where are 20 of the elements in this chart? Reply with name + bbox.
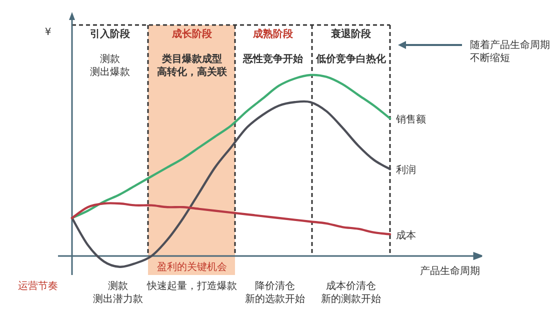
series-label: 利润 — [396, 164, 416, 176]
text: 低价竞争白热化 — [315, 53, 387, 65]
text: 衰退阶段 — [330, 28, 372, 40]
x-axis-title: 产品生命周期 — [420, 265, 480, 277]
text: 降价清仓新的选款开始 — [245, 280, 305, 305]
text: 测款测出潜力款 — [93, 280, 143, 305]
text: 成长阶段 — [171, 28, 213, 40]
text: 随着产品生命周期不断缩短 — [470, 39, 550, 64]
y-axis-title: ¥ — [44, 27, 52, 38]
text: 成本价清仓新的测款开始 — [321, 280, 381, 305]
series-label: 成本 — [396, 229, 416, 242]
text: 引入阶段 — [90, 28, 131, 40]
text: 运营节奏 — [18, 280, 58, 292]
text: 快速起量，打造爆款 — [146, 280, 237, 292]
series-label: 销售额 — [395, 113, 426, 126]
text: 恶性竞争开始 — [242, 53, 304, 65]
text: 成熟阶段 — [252, 28, 294, 40]
annotation: 盈利的关键机会 — [157, 261, 227, 273]
annotation: 测款测出爆款 — [90, 53, 130, 78]
annotation: 类目爆款成型高转化，高关联 — [157, 53, 228, 78]
